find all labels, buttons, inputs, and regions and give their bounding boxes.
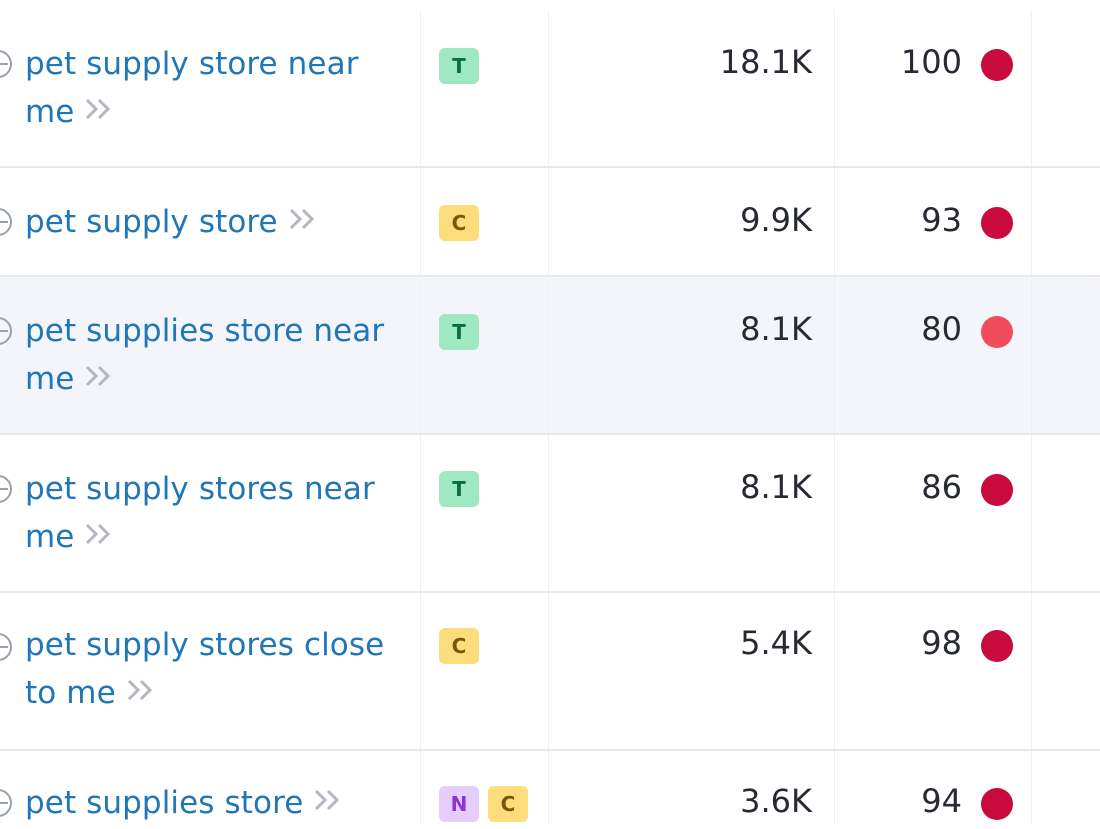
- kd-value: 100: [900, 43, 962, 81]
- keyword-link[interactable]: pet supply store: [25, 204, 278, 240]
- volume-value: 8.1K: [740, 468, 812, 506]
- keyword-cell: pet supply stores near me: [25, 465, 405, 563]
- keyword-link[interactable]: pet supplies store: [25, 785, 304, 821]
- kd-indicator-dot: [981, 788, 1013, 820]
- intent-badge: C: [488, 786, 528, 822]
- intent-badge: N: [439, 786, 479, 822]
- table-row: pet supplies store N C 3.6K 94: [0, 751, 1100, 824]
- keyword-link-cont[interactable]: me: [25, 94, 75, 130]
- kd-value: 94: [921, 782, 962, 820]
- keyword-cell: pet supply store: [25, 198, 405, 248]
- table-row: pet supply store C 9.9K 93: [0, 168, 1100, 277]
- kd-value: 98: [921, 624, 962, 662]
- row-select-toggle-icon[interactable]: [0, 475, 12, 503]
- chevron-double-right-icon[interactable]: [84, 512, 114, 560]
- kd-value: 80: [921, 310, 962, 348]
- keyword-cell: pet supplies store near me: [25, 307, 405, 405]
- kd-indicator-dot: [981, 630, 1013, 662]
- kd-indicator-dot: [981, 316, 1013, 348]
- keyword-link[interactable]: pet supply store near: [25, 46, 359, 82]
- intent-badge: C: [439, 205, 479, 241]
- chevron-double-right-icon[interactable]: [288, 197, 318, 245]
- keyword-cell: pet supply store near me: [25, 40, 405, 138]
- keyword-link[interactable]: pet supply stores close: [25, 627, 385, 663]
- keyword-link[interactable]: pet supplies store near: [25, 313, 385, 349]
- table-row: pet supply stores close to me C 5.4K 98: [0, 593, 1100, 751]
- kd-indicator-dot: [981, 207, 1013, 239]
- row-select-toggle-icon[interactable]: [0, 633, 12, 661]
- keyword-link-cont[interactable]: me: [25, 519, 75, 555]
- row-select-toggle-icon[interactable]: [0, 208, 12, 236]
- row-select-toggle-icon[interactable]: [0, 789, 12, 817]
- keyword-link[interactable]: pet supply stores near: [25, 471, 375, 507]
- volume-value: 18.1K: [719, 43, 812, 81]
- table-row: pet supply store near me T 18.1K 100: [0, 10, 1100, 168]
- row-select-toggle-icon[interactable]: [0, 317, 12, 345]
- intent-badge: T: [439, 48, 479, 84]
- kd-value: 93: [921, 201, 962, 239]
- intent-badge: T: [439, 314, 479, 350]
- volume-value: 9.9K: [740, 201, 812, 239]
- volume-value: 3.6K: [740, 782, 812, 820]
- row-select-toggle-icon[interactable]: [0, 50, 12, 78]
- chevron-double-right-icon[interactable]: [313, 778, 343, 826]
- kd-indicator-dot: [981, 49, 1013, 81]
- table-row: pet supplies store near me T 8.1K 80: [0, 277, 1100, 435]
- kd-value: 86: [921, 468, 962, 506]
- keyword-cell: pet supplies store: [25, 779, 405, 829]
- keyword-link-cont[interactable]: me: [25, 361, 75, 397]
- chevron-double-right-icon[interactable]: [126, 668, 156, 716]
- intent-badge: T: [439, 471, 479, 507]
- intent-badge: C: [439, 628, 479, 664]
- volume-value: 8.1K: [740, 310, 812, 348]
- keyword-link-cont[interactable]: to me: [25, 675, 116, 711]
- chevron-double-right-icon[interactable]: [84, 87, 114, 135]
- keyword-cell: pet supply stores close to me: [25, 621, 405, 719]
- kd-indicator-dot: [981, 474, 1013, 506]
- chevron-double-right-icon[interactable]: [84, 354, 114, 402]
- table-row: pet supply stores near me T 8.1K 86: [0, 435, 1100, 593]
- volume-value: 5.4K: [740, 624, 812, 662]
